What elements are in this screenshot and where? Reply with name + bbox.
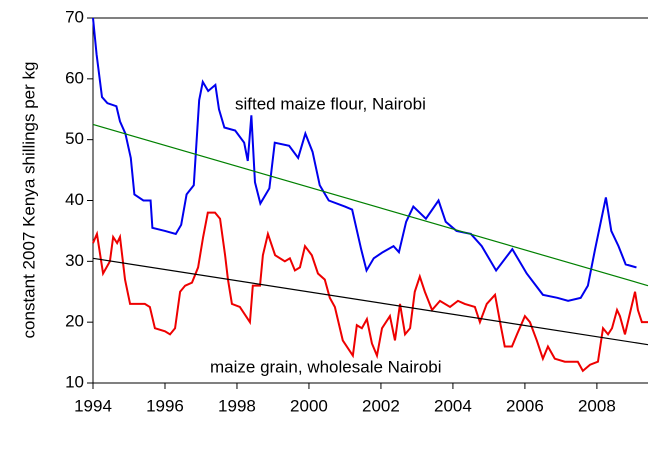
y-tick-label: 10 bbox=[65, 372, 84, 391]
y-tick-label: 30 bbox=[65, 251, 84, 270]
trend-line bbox=[92, 257, 649, 346]
x-tick-label: 2008 bbox=[578, 396, 616, 415]
y-axis-title: constant 2007 Kenya shillings per kg bbox=[19, 62, 38, 339]
x-tick-label: 2006 bbox=[506, 396, 544, 415]
x-tick-label: 2002 bbox=[362, 396, 400, 415]
y-tick-label: 70 bbox=[65, 7, 84, 26]
series-label: sifted maize flour, Nairobi bbox=[235, 94, 426, 113]
price-line bbox=[92, 211, 648, 373]
x-tick-label: 1996 bbox=[146, 396, 184, 415]
trend-line bbox=[92, 123, 649, 287]
x-tick-label: 1994 bbox=[74, 396, 112, 415]
y-tick-label: 60 bbox=[65, 68, 84, 87]
price-line bbox=[92, 17, 637, 302]
y-tick-label: 20 bbox=[65, 312, 84, 331]
x-tick-label: 2004 bbox=[434, 396, 472, 415]
x-tick-label: 1998 bbox=[218, 396, 256, 415]
y-tick-label: 40 bbox=[65, 190, 84, 209]
x-tick-label: 2000 bbox=[290, 396, 328, 415]
series-label: maize grain, wholesale Nairobi bbox=[210, 357, 442, 376]
y-tick-label: 50 bbox=[65, 129, 84, 148]
